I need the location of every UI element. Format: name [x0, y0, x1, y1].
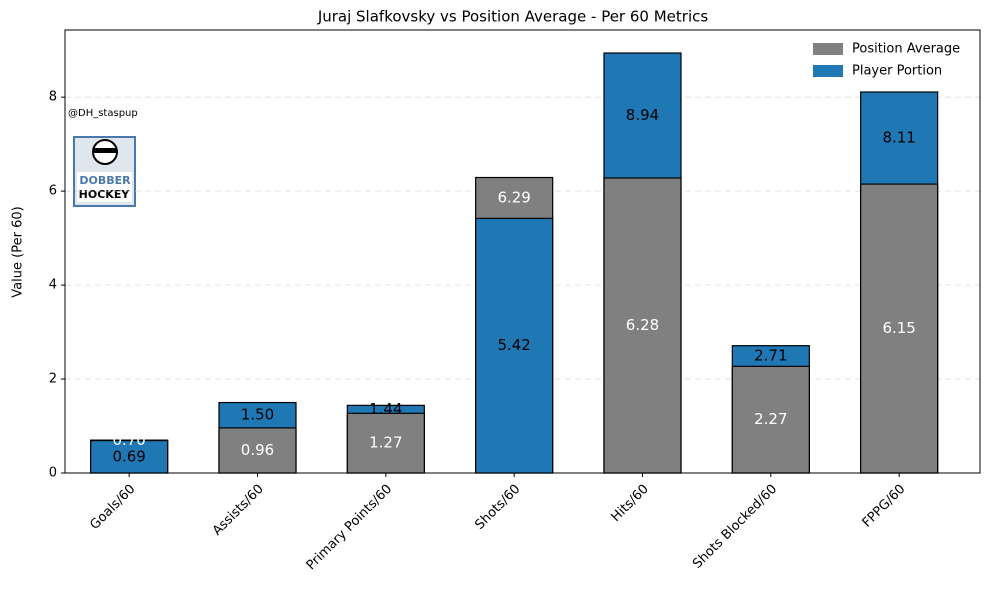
value-label: 5.42 [497, 336, 530, 354]
value-label: 2.27 [754, 410, 787, 428]
value-label: 6.15 [882, 319, 915, 337]
x-tick-label: Shots Blocked/60 [690, 482, 780, 572]
logo-panel [77, 172, 132, 202]
value-label: 1.27 [369, 434, 402, 452]
value-label: 1.50 [241, 406, 274, 424]
legend: Position Average Player Portion [813, 42, 960, 79]
x-tick-label: Goals/60 [87, 482, 138, 533]
value-label: 0.70 [112, 431, 145, 449]
value-label: 8.11 [882, 129, 915, 147]
chart-title: Juraj Slafkovsky vs Position Average - P… [317, 8, 709, 26]
logo-glasses [93, 148, 117, 153]
value-label: 2.71 [754, 347, 787, 365]
plot-frame [64, 29, 981, 474]
bar [346, 412, 425, 474]
bar [90, 439, 169, 474]
y-tick-label: 6 [49, 184, 57, 199]
bar [475, 217, 554, 474]
y-tick-label: 0 [49, 466, 57, 481]
logo-text: DOBBER [79, 174, 131, 187]
value-label: 0.96 [241, 441, 274, 459]
legend-swatch [813, 43, 843, 55]
legend-swatch [813, 65, 843, 77]
x-tick-label: Hits/60 [609, 482, 652, 525]
value-label: 8.94 [626, 106, 659, 124]
value-label: 6.28 [626, 316, 659, 334]
value-label: 0.69 [112, 447, 145, 465]
y-axis-label: Value (Per 60) [11, 206, 26, 297]
legend-label: Player Portion [852, 64, 942, 79]
y-tick-label: 8 [49, 90, 57, 105]
x-tick-label: Assists/60 [210, 482, 267, 539]
value-label: 1.44 [369, 400, 402, 418]
logo: DOBBER HOCKEY [73, 136, 136, 207]
value-label: 6.29 [497, 188, 530, 206]
x-tick-label: Primary Points/60 [304, 482, 395, 573]
bar [603, 177, 682, 474]
y-tick-label: 2 [49, 372, 57, 387]
x-tick-label: Shots/60 [472, 482, 523, 533]
x-tick-label: FPPG/60 [860, 482, 909, 531]
bar [731, 365, 810, 474]
bar [860, 183, 939, 474]
bar [218, 427, 297, 474]
y-tick-label: 4 [49, 278, 57, 293]
logo-text: HOCKEY [79, 188, 131, 201]
watermark: @DH_staspup [68, 108, 138, 119]
legend-label: Position Average [852, 42, 960, 57]
